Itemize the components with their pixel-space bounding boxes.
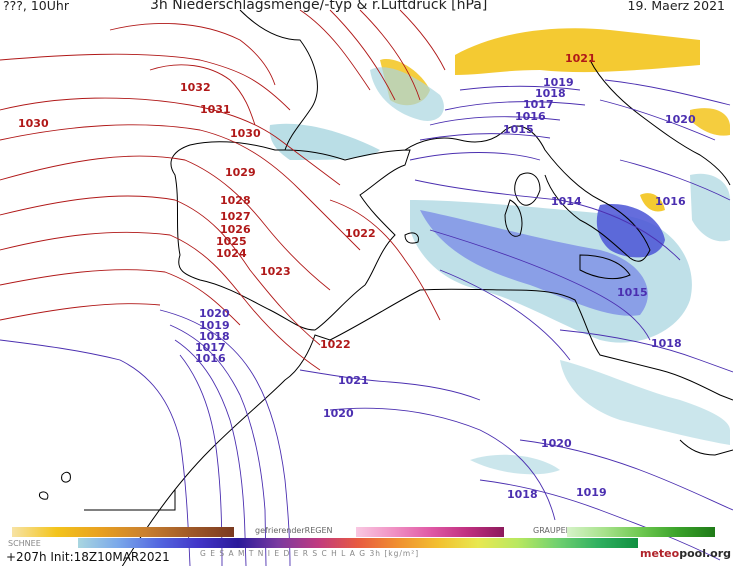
valid-time: ???, 10Uhr xyxy=(3,0,69,13)
isobar-label: 1024 xyxy=(216,247,247,260)
map-date: 19. Maerz 2021 xyxy=(627,0,725,13)
isobar-label: 1028 xyxy=(220,194,251,207)
isobar-label: 1021 xyxy=(565,52,596,65)
legend-freezing-rain-scale xyxy=(356,527,504,537)
isobar-label: 1018 xyxy=(199,330,230,343)
isobar-label: 1019 xyxy=(199,319,230,332)
isobar-label: 1025 xyxy=(216,235,247,248)
legend-total-scale xyxy=(78,538,638,548)
legend-snow-scale xyxy=(12,527,234,537)
isobar-label: 1018 xyxy=(651,337,682,350)
isobar-label: 1020 xyxy=(665,113,696,126)
isobar-label: 1019 xyxy=(576,486,607,499)
isobar-labels-blue: 1019 1018 1017 1016 1015 1014 1016 1020 … xyxy=(195,76,696,501)
isobar-label: 1021 xyxy=(338,374,369,387)
isobar-labels-red: 1032 1031 1030 1030 1029 1028 1027 1026 … xyxy=(18,52,596,351)
map-title: 3h Niederschlagsmenge/-typ & r.Luftdruck… xyxy=(150,0,488,13)
isobar-label: 1018 xyxy=(507,488,538,501)
isobar-label: 1014 xyxy=(551,195,582,208)
isobar-label: 1031 xyxy=(200,103,231,116)
isobar-label: 1018 xyxy=(535,87,566,100)
isobar-label: 1022 xyxy=(345,227,376,240)
isobar-label: 1016 xyxy=(515,110,546,123)
legend-graupel-label: GRAUPEL xyxy=(533,526,571,535)
isobar-label: 1017 xyxy=(523,98,554,111)
isobars-red xyxy=(0,9,446,371)
isobar-label: 1032 xyxy=(180,81,211,94)
legend-total-label: G E S A M T N I E D E R S C H L A G 3h [… xyxy=(200,549,420,558)
isobar-label: 1022 xyxy=(320,338,351,351)
isobar-label: 1027 xyxy=(220,210,251,223)
logo-main: meteo xyxy=(640,547,680,560)
legend-top-row: gefrierenderREGEN GRAUPEL xyxy=(12,526,727,539)
isobar-label: 1030 xyxy=(18,117,49,130)
run-info: +207h Init:18Z10MAR2021 xyxy=(6,550,170,564)
isobar-label: 1015 xyxy=(617,286,648,299)
meteopool-logo: meteopool.org xyxy=(640,547,731,560)
isobar-label: 1015 xyxy=(503,123,534,136)
isobar-label: 1030 xyxy=(230,127,261,140)
legend-graupel-scale xyxy=(567,527,715,537)
isobar-label: 1023 xyxy=(260,265,291,278)
isobar-label: 1016 xyxy=(195,352,226,365)
isobar-label: 1020 xyxy=(541,437,572,450)
isobar-label: 1017 xyxy=(195,341,226,354)
isobar-label: 1016 xyxy=(655,195,686,208)
isobar-label: 1029 xyxy=(225,166,256,179)
isobars-blue xyxy=(0,79,733,566)
isobar-label: 1019 xyxy=(543,76,574,89)
legend-snow-label: SCHNEE xyxy=(8,539,41,548)
isobar-label: 1026 xyxy=(220,223,251,236)
logo-suffix: pool.org xyxy=(679,547,731,560)
isobar-label: 1020 xyxy=(199,307,230,320)
legend-freezing-rain-label: gefrierenderREGEN xyxy=(255,526,333,535)
isobar-label: 1020 xyxy=(323,407,354,420)
